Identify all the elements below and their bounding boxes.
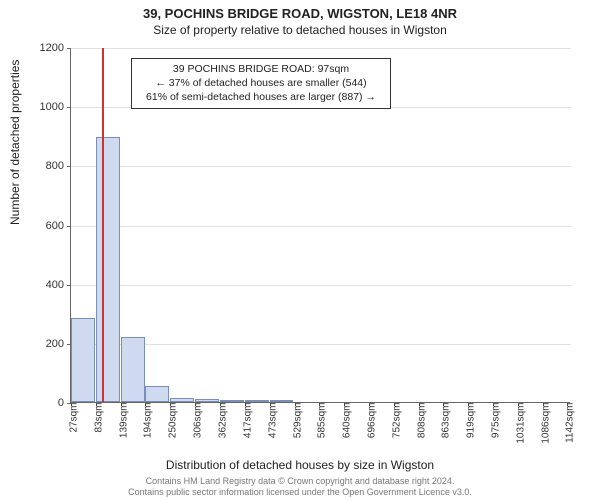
ytick-label: 0 [24,397,64,409]
annotation-line: ← 37% of detached houses are smaller (54… [138,76,384,90]
xtick-label: 696sqm [366,403,377,463]
ytick-mark [67,48,71,49]
gridline [71,344,571,345]
x-axis-label: Distribution of detached houses by size … [0,458,600,472]
xtick-label: 194sqm [143,403,154,463]
gridline [71,285,571,286]
xtick-label: 306sqm [193,403,204,463]
ytick-label: 200 [24,338,64,350]
xtick-label: 1086sqm [540,403,551,463]
page-title: 39, POCHINS BRIDGE ROAD, WIGSTON, LE18 4… [0,0,600,21]
xtick-label: 585sqm [317,403,328,463]
ytick-label: 1200 [24,42,64,54]
xtick-label: 529sqm [292,403,303,463]
footer-line1: Contains HM Land Registry data © Crown c… [0,476,600,487]
gridline [71,226,571,227]
footer-attribution: Contains HM Land Registry data © Crown c… [0,476,600,499]
ytick-mark [67,226,71,227]
xtick-label: 139sqm [118,403,129,463]
xtick-label: 1031sqm [516,403,527,463]
histogram-bar [170,398,194,402]
xtick-label: 1142sqm [565,403,576,463]
histogram-bar [96,137,120,402]
chart-area: 27sqm83sqm139sqm194sqm250sqm306sqm362sqm… [70,48,570,403]
annotation-box: 39 POCHINS BRIDGE ROAD: 97sqm← 37% of de… [131,58,391,109]
ytick-mark [67,166,71,167]
ytick-label: 600 [24,220,64,232]
page-subtitle: Size of property relative to detached ho… [0,21,600,37]
annotation-line: 61% of semi-detached houses are larger (… [138,90,384,104]
xtick-label: 83sqm [93,403,104,463]
y-axis-label: Number of detached properties [8,60,22,225]
subject-marker-line [102,48,104,402]
xtick-label: 362sqm [218,403,229,463]
xtick-label: 250sqm [168,403,179,463]
footer-line2: Contains public sector information licen… [0,487,600,498]
plot-region: 27sqm83sqm139sqm194sqm250sqm306sqm362sqm… [70,48,570,403]
xtick-label: 919sqm [466,403,477,463]
chart-container: 39, POCHINS BRIDGE ROAD, WIGSTON, LE18 4… [0,0,600,500]
gridline [71,48,571,49]
xtick-label: 27sqm [69,403,80,463]
annotation-line: 39 POCHINS BRIDGE ROAD: 97sqm [138,62,384,76]
xtick-label: 473sqm [267,403,278,463]
histogram-bar [145,386,169,402]
ytick-label: 1000 [24,101,64,113]
xtick-label: 863sqm [441,403,452,463]
gridline [71,166,571,167]
ytick-mark [67,107,71,108]
xtick-label: 975sqm [491,403,502,463]
xtick-label: 752sqm [391,403,402,463]
histogram-bar [121,337,145,402]
histogram-bar [71,318,95,402]
ytick-label: 400 [24,279,64,291]
xtick-label: 640sqm [341,403,352,463]
ytick-mark [67,285,71,286]
ytick-label: 800 [24,160,64,172]
xtick-label: 417sqm [242,403,253,463]
xtick-label: 808sqm [416,403,427,463]
